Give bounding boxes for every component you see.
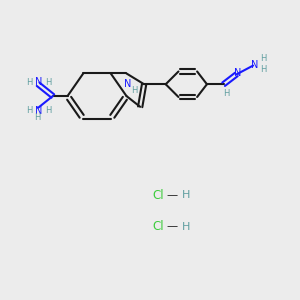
Text: H: H [26, 106, 32, 115]
Text: N: N [234, 68, 241, 78]
Text: N: N [35, 77, 43, 87]
Text: H: H [34, 113, 40, 122]
Text: N: N [35, 106, 43, 116]
Text: H: H [224, 88, 230, 98]
Text: Cl: Cl [152, 189, 164, 202]
Text: H: H [26, 78, 32, 87]
Text: H: H [45, 78, 51, 87]
Text: H: H [131, 85, 137, 94]
Text: H: H [182, 190, 190, 200]
Text: H: H [45, 106, 51, 115]
Text: H: H [260, 54, 266, 63]
Text: —: — [166, 190, 177, 200]
Text: H: H [260, 65, 266, 74]
Text: N: N [124, 79, 131, 89]
Text: H: H [182, 222, 190, 232]
Text: —: — [166, 222, 177, 232]
Text: N: N [251, 60, 259, 70]
Text: Cl: Cl [152, 220, 164, 233]
